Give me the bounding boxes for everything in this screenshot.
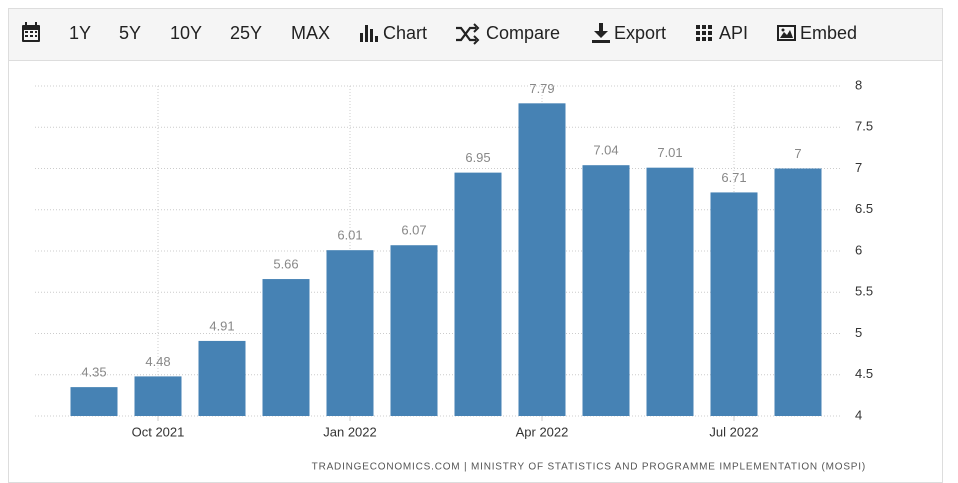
x-tick-label: Jul 2022 — [709, 424, 758, 439]
bar — [326, 250, 374, 416]
calendar-icon[interactable] — [22, 22, 40, 42]
embed-icon[interactable] — [777, 25, 796, 41]
value-label: 5.66 — [273, 256, 298, 271]
bar — [454, 172, 502, 416]
y-tick-label: 7.5 — [855, 119, 873, 134]
value-label: 4.35 — [81, 365, 106, 380]
y-tick-label: 8 — [855, 77, 862, 92]
toolbar-button[interactable]: Embed — [800, 23, 857, 43]
x-tick-label: Jan 2022 — [323, 424, 377, 439]
toolbar-button[interactable]: 25Y — [230, 23, 262, 43]
chart-icon[interactable] — [360, 25, 378, 42]
toolbar-button[interactable]: Compare — [486, 23, 560, 43]
toolbar-button[interactable]: API — [719, 23, 748, 43]
bar — [710, 192, 758, 416]
value-label: 7.01 — [657, 145, 682, 160]
x-tick-label: Apr 2022 — [516, 424, 569, 439]
toolbar-button[interactable]: 5Y — [119, 23, 141, 43]
y-tick-label: 4.5 — [855, 366, 873, 381]
bar — [262, 279, 310, 416]
y-tick-label: 4 — [855, 407, 862, 422]
y-tick-label: 6 — [855, 242, 862, 257]
value-label: 4.91 — [209, 318, 234, 333]
value-label: 6.07 — [401, 223, 426, 238]
x-tick-label: Oct 2021 — [132, 424, 185, 439]
toolbar-button[interactable]: 1Y — [69, 23, 91, 43]
value-label: 6.71 — [721, 170, 746, 185]
bar — [582, 165, 630, 416]
compare-icon[interactable] — [456, 23, 480, 45]
toolbar-button[interactable]: Export — [614, 23, 666, 43]
bar — [646, 167, 694, 416]
toolbar-button[interactable]: 10Y — [170, 23, 202, 43]
y-tick-label: 7 — [855, 160, 862, 175]
bar — [774, 168, 822, 416]
bar — [134, 376, 182, 416]
bar — [518, 103, 566, 416]
value-label: 7.79 — [529, 81, 554, 96]
value-label: 6.95 — [465, 150, 490, 165]
source: TRADINGECONOMICS.COM | MINISTRY OF STATI… — [312, 462, 866, 473]
value-label: 4.48 — [145, 354, 170, 369]
y-tick-label: 6.5 — [855, 201, 873, 216]
export-icon[interactable] — [592, 23, 610, 43]
toolbar-button[interactable]: MAX — [291, 23, 330, 43]
value-label: 7 — [794, 146, 801, 161]
y-tick-label: 5.5 — [855, 284, 873, 299]
bar — [390, 245, 438, 416]
toolbar-button[interactable]: Chart — [383, 23, 427, 43]
bar — [70, 387, 118, 416]
bar — [198, 340, 246, 416]
api-icon[interactable] — [696, 25, 712, 41]
value-label: 6.01 — [337, 228, 362, 243]
value-label: 7.04 — [593, 143, 618, 158]
y-tick-label: 5 — [855, 325, 862, 340]
